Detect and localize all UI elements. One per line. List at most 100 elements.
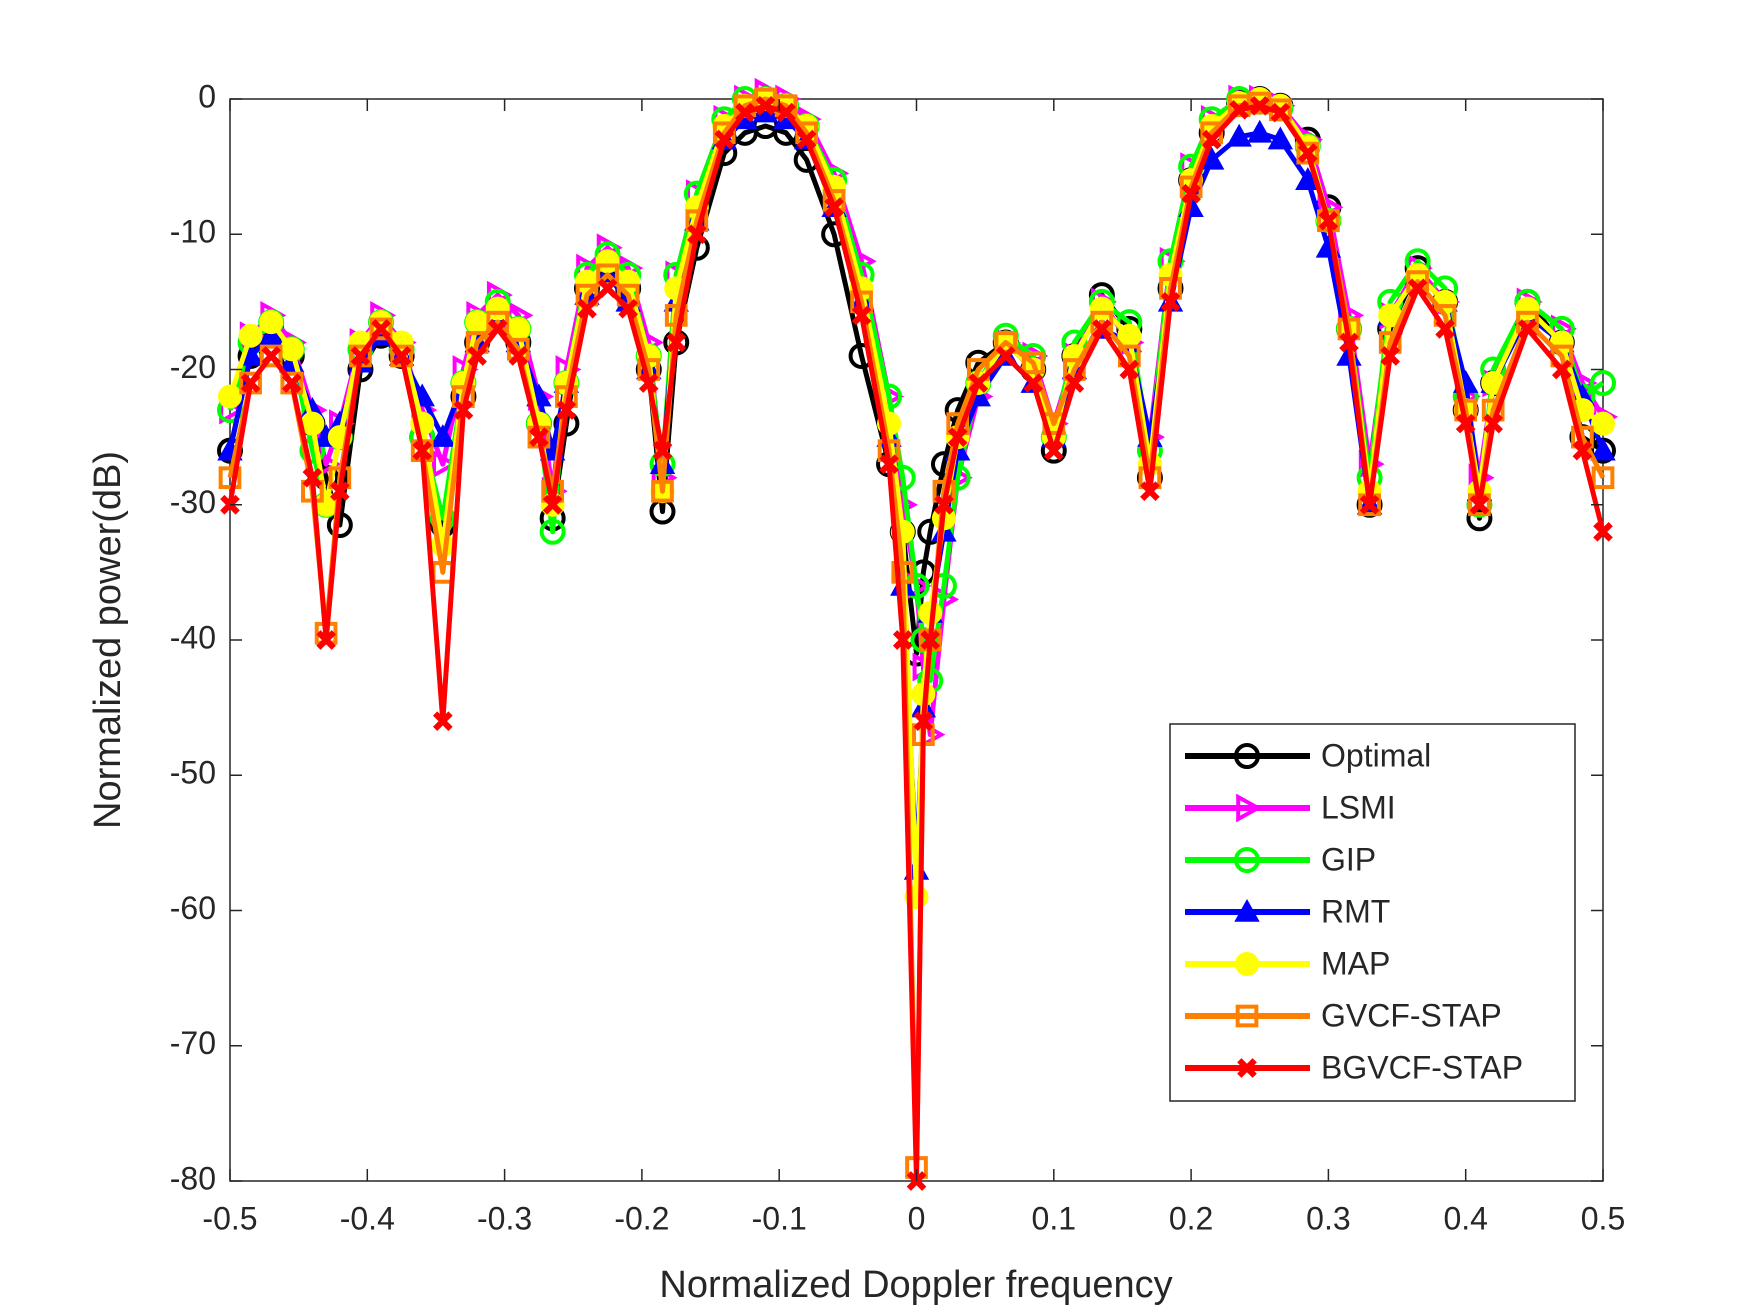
marker [1043, 440, 1064, 461]
marker [1590, 437, 1616, 461]
marker [302, 467, 323, 488]
marker [1267, 126, 1294, 150]
legend-label: Optimal [1321, 737, 1431, 773]
marker [430, 424, 456, 447]
marker [913, 711, 934, 731]
marker [851, 305, 872, 326]
legend: Optimal LSMI GIP RMT MAP GVCF-STAP BGVCF-STAP [1169, 723, 1576, 1102]
marker [508, 346, 529, 366]
marker [1483, 413, 1503, 434]
marker [1318, 210, 1339, 231]
marker [1201, 129, 1222, 150]
legend-marker [1235, 1004, 1259, 1028]
marker [796, 129, 817, 150]
legend-marker [1234, 847, 1260, 873]
marker [465, 310, 490, 335]
marker [240, 373, 261, 393]
series-line [227, 103, 1606, 1184]
marker [1551, 359, 1572, 380]
legend-label: GIP [1321, 841, 1376, 877]
marker [412, 440, 433, 461]
marker [259, 310, 284, 335]
x-tick-label: 0 [908, 1200, 926, 1236]
y-tick-label: -10 [170, 214, 216, 250]
marker [350, 346, 371, 366]
marker [714, 129, 735, 150]
y-tick-label: -80 [170, 1160, 216, 1196]
marker [316, 630, 336, 650]
marker [487, 319, 508, 339]
marker [1297, 143, 1318, 163]
marker [1296, 141, 1320, 165]
legend-label: GVCF-STAP [1321, 997, 1502, 1033]
y-tick-label: -60 [170, 890, 216, 926]
marker [539, 518, 566, 545]
y-tick-label: -40 [170, 619, 216, 655]
marker [1572, 440, 1593, 461]
marker [467, 346, 487, 366]
x-tick-label: -0.3 [477, 1200, 532, 1236]
marker [1119, 359, 1140, 380]
y-tick-label: -30 [170, 484, 216, 520]
x-tick-label: -0.5 [202, 1200, 257, 1236]
marker [529, 427, 549, 447]
marker [1591, 466, 1615, 490]
marker [1249, 95, 1270, 116]
marker [638, 373, 659, 393]
marker [330, 481, 350, 502]
marker [1407, 278, 1428, 299]
marker [664, 304, 688, 327]
x-tick-label: 0.4 [1443, 1200, 1487, 1236]
marker [259, 344, 283, 368]
marker [1359, 494, 1380, 515]
marker [279, 337, 304, 362]
marker [618, 298, 638, 319]
legend-label: BGVCF-STAP [1321, 1049, 1523, 1085]
marker [371, 319, 391, 339]
marker [432, 449, 458, 479]
marker [238, 323, 263, 348]
legend-marker [1234, 743, 1260, 769]
marker [597, 278, 618, 299]
y-tick-label: -50 [170, 755, 216, 791]
marker [1517, 319, 1538, 339]
x-tick-label: -0.4 [340, 1200, 395, 1236]
marker [920, 630, 941, 650]
marker [1247, 119, 1273, 143]
legend-marker [1234, 898, 1260, 922]
marker [1435, 319, 1455, 339]
marker [369, 317, 393, 341]
x-tick-label: 0.1 [1032, 1200, 1076, 1236]
marker [1455, 413, 1476, 434]
x-axis-label: Normalized Doppler frequency [659, 1264, 1172, 1306]
marker [755, 95, 776, 116]
x-tick-label: 0.3 [1306, 1200, 1350, 1236]
marker [1270, 102, 1291, 123]
marker [1064, 373, 1085, 393]
x-tick-label: 0.5 [1581, 1200, 1625, 1236]
marker [1160, 292, 1181, 312]
y-tick-label: 0 [198, 78, 216, 114]
marker [261, 346, 282, 366]
marker [556, 400, 577, 420]
marker [258, 322, 284, 346]
marker [391, 346, 412, 366]
marker [281, 373, 302, 393]
x-tick-label: -0.1 [752, 1200, 807, 1236]
marker [891, 561, 915, 584]
y-axis-label: Normalized power(dB) [87, 451, 129, 829]
marker [968, 373, 989, 393]
marker [1593, 521, 1613, 542]
legend-marker [1236, 793, 1263, 823]
legend-label: MAP [1321, 945, 1390, 981]
y-tick-label: -20 [170, 349, 216, 385]
marker [892, 630, 913, 650]
marker [1140, 481, 1160, 502]
marker [652, 440, 673, 461]
data-layer [217, 77, 1619, 1191]
marker [947, 427, 968, 447]
marker [1021, 351, 1045, 375]
marker [1226, 123, 1252, 147]
marker [651, 479, 674, 503]
